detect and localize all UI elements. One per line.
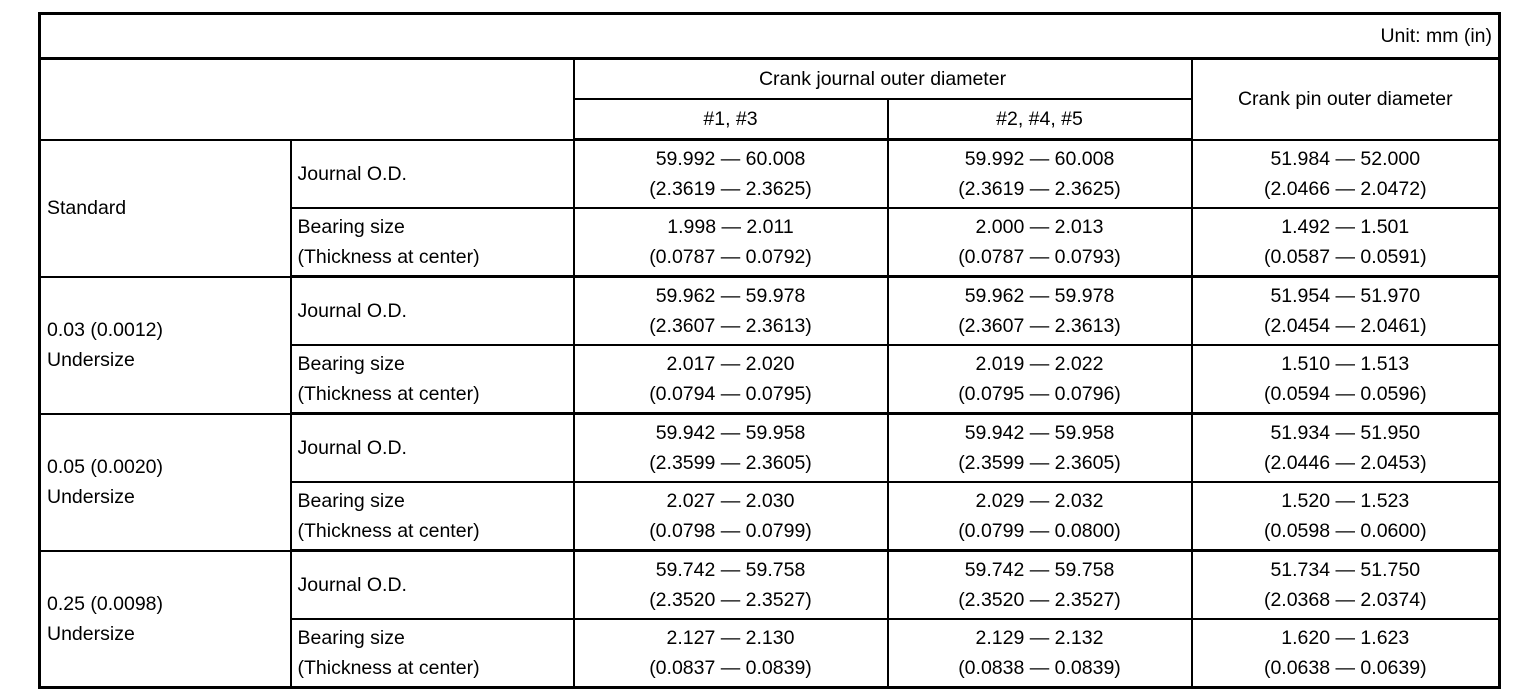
value-cell: 2.000 — 2.013 (0.0787 — 0.0793) [886, 207, 1193, 278]
value-cell: 51.734 — 51.750 (2.0368 — 2.0374) [1190, 549, 1501, 620]
value-cell: 59.962 — 59.978 (2.3607 — 2.3613) [572, 275, 889, 346]
value-cell: 51.984 — 52.000 (2.0466 — 2.0472) [1190, 138, 1501, 209]
value-cell: 59.962 — 59.978 (2.3607 — 2.3613) [886, 275, 1193, 346]
size-cell: 0.03 (0.0012) Undersize [38, 275, 292, 415]
value-cell: 1.492 — 1.501 (0.0587 — 0.0591) [1190, 207, 1501, 278]
value-cell: 1.520 — 1.523 (0.0598 — 0.0600) [1190, 481, 1501, 552]
header-journal-2-4-5: #2, #4, #5 [886, 98, 1193, 141]
measure-label-cell: Journal O.D. [289, 275, 575, 346]
value-cell: 2.017 — 2.020 (0.0794 — 0.0795) [572, 344, 889, 415]
measure-label-cell: Bearing size (Thickness at center) [289, 207, 575, 278]
value-cell: 59.942 — 59.958 (2.3599 — 2.3605) [572, 412, 889, 483]
crankshaft-spec-table: Unit: mm (in) Crank journal outer diamet… [38, 12, 1502, 689]
value-cell: 59.942 — 59.958 (2.3599 — 2.3605) [886, 412, 1193, 483]
size-cell: 0.05 (0.0020) Undersize [38, 412, 292, 552]
measure-label-cell: Journal O.D. [289, 138, 575, 209]
measure-label-cell: Journal O.D. [289, 412, 575, 483]
value-cell: 1.620 — 1.623 (0.0638 — 0.0639) [1190, 618, 1501, 689]
value-cell: 2.027 — 2.030 (0.0798 — 0.0799) [572, 481, 889, 552]
size-cell: Standard [38, 138, 292, 278]
measure-label-cell: Bearing size (Thickness at center) [289, 618, 575, 689]
header-crank-pin: Crank pin outer diameter [1190, 57, 1501, 141]
corner-cell [38, 57, 575, 141]
manual-page: Unit: mm (in) Crank journal outer diamet… [38, 12, 1502, 689]
value-cell: 51.934 — 51.950 (2.0446 — 2.0453) [1190, 412, 1501, 483]
value-cell: 59.992 — 60.008 (2.3619 — 2.3625) [886, 138, 1193, 209]
value-cell: 59.992 — 60.008 (2.3619 — 2.3625) [572, 138, 889, 209]
value-cell: 2.127 — 2.130 (0.0837 — 0.0839) [572, 618, 889, 689]
value-cell: 59.742 — 59.758 (2.3520 — 2.3527) [572, 549, 889, 620]
size-cell: 0.25 (0.0098) Undersize [38, 549, 292, 689]
header-crank-journal: Crank journal outer diameter [572, 57, 1193, 100]
measure-label-cell: Journal O.D. [289, 549, 575, 620]
value-cell: 2.019 — 2.022 (0.0795 — 0.0796) [886, 344, 1193, 415]
value-cell: 2.029 — 2.032 (0.0799 — 0.0800) [886, 481, 1193, 552]
value-cell: 1.510 — 1.513 (0.0594 — 0.0596) [1190, 344, 1501, 415]
value-cell: 1.998 — 2.011 (0.0787 — 0.0792) [572, 207, 889, 278]
value-cell: 2.129 — 2.132 (0.0838 — 0.0839) [886, 618, 1193, 689]
measure-label-cell: Bearing size (Thickness at center) [289, 344, 575, 415]
value-cell: 59.742 — 59.758 (2.3520 — 2.3527) [886, 549, 1193, 620]
value-cell: 51.954 — 51.970 (2.0454 — 2.0461) [1190, 275, 1501, 346]
header-journal-1-3: #1, #3 [572, 98, 889, 141]
measure-label-cell: Bearing size (Thickness at center) [289, 481, 575, 552]
unit-label: Unit: mm (in) [38, 12, 1501, 60]
